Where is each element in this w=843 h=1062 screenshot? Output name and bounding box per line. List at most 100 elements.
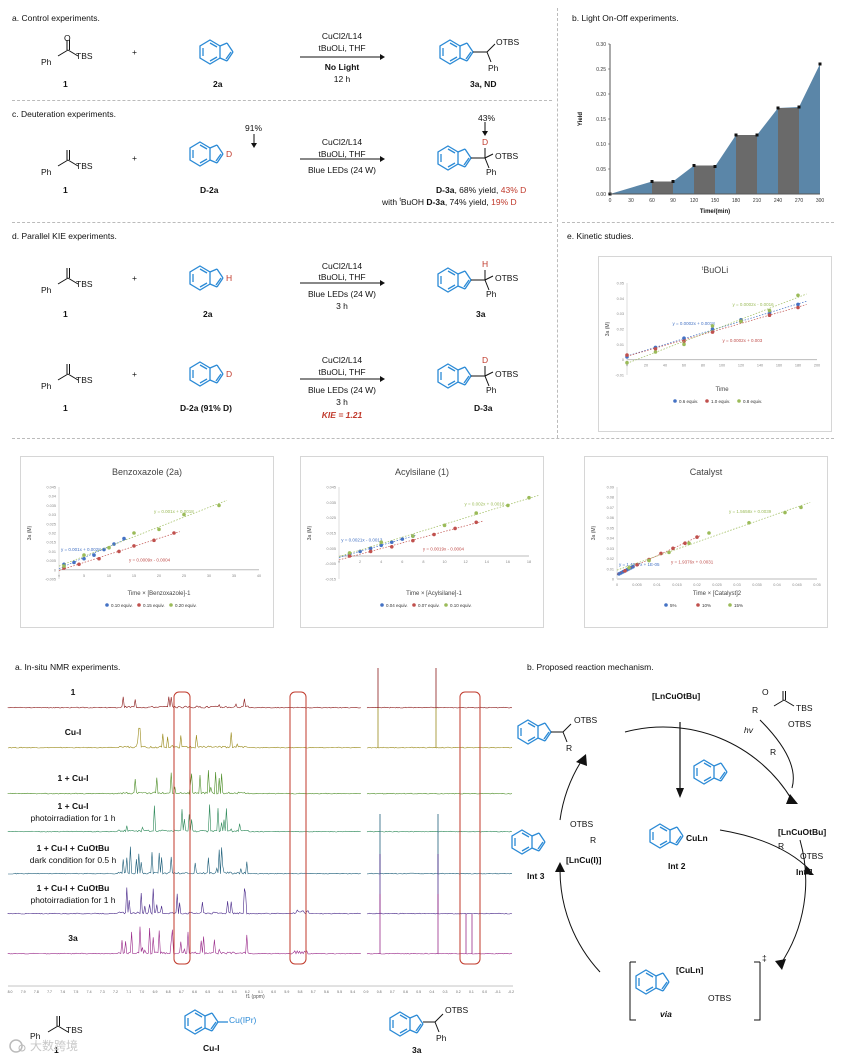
data-point (77, 562, 81, 567)
ph-label: Ph (41, 285, 52, 295)
legend-marker (169, 603, 173, 607)
int2-label: Int 2 (668, 861, 686, 871)
d-atom: D (482, 137, 489, 147)
nmr-trace (7, 926, 513, 955)
legend-label: 15% (734, 603, 743, 608)
y-tick-label: 0.06 (607, 516, 614, 520)
down-arrow-icon (482, 122, 488, 136)
nmr-tick-label: -0.2 (508, 990, 514, 994)
otbs-label: OTBS (788, 719, 812, 729)
data-point (157, 527, 161, 532)
x-tick-label: 12 (464, 560, 468, 564)
legend-marker (137, 603, 141, 607)
nmr-tick-label: 5.4 (350, 990, 355, 994)
h-atom: H (482, 259, 489, 269)
ph-label: Ph (488, 63, 499, 73)
data-point (217, 503, 221, 508)
product-sidechain (473, 43, 496, 63)
data-point (635, 562, 639, 567)
y-tick-label: 0.04 (49, 495, 56, 499)
r-label: R (566, 743, 573, 753)
d-atom: D (226, 369, 233, 379)
y-tick-label: 0.025 (326, 516, 336, 520)
legend-label: 1.0 equiv. (711, 399, 730, 404)
x-tick-label: 40 (663, 364, 667, 368)
legend-label: 5% (670, 603, 677, 608)
product-3a-label: 3a (412, 1045, 422, 1055)
benzoxazole-panel: Benzoxazole (2a) -0.005 0 0.005 0.01 0.015 0.0… (20, 456, 274, 628)
nmr-tick-label: 6.3 (232, 990, 237, 994)
tbs-label: TBS (76, 51, 93, 61)
nmr-tick-label: 5.7 (311, 990, 316, 994)
data-point (713, 165, 717, 168)
data-point (799, 505, 803, 510)
data-point (767, 313, 772, 317)
tbs-label: TBS (66, 1025, 83, 1035)
data-point (631, 564, 635, 569)
otbs-label: OTBS (445, 1005, 469, 1015)
o-label: O (64, 33, 71, 43)
trendline-equation: y = 0.001x + 0.0018 (154, 509, 194, 514)
x-tick-label: 200 (814, 364, 820, 368)
kie-value: KIE = 1.21 (321, 410, 363, 420)
data-point (107, 545, 111, 550)
x-tick-label: 270 (795, 198, 804, 204)
data-point (796, 293, 800, 298)
x-tick-label: 0 (616, 583, 618, 587)
data-point (692, 164, 696, 167)
y-tick-label: 0.30 (596, 42, 606, 48)
cond-line4: 3 h (336, 397, 348, 407)
nmr-tick-label: 6.5 (205, 990, 210, 994)
data-point (411, 534, 415, 538)
nmr-tick-label: 7.3 (100, 990, 105, 994)
data-point (796, 302, 800, 307)
r-label: R (778, 841, 785, 851)
y-tick-label: -0.015 (325, 578, 336, 582)
tbuoli-panel: tBuOLi-0.0100.010.020.030.040.0502040608… (598, 256, 832, 432)
nmr-tick-label: 6.1 (258, 990, 263, 994)
y-tick-label: 0.08 (607, 496, 614, 500)
data-point (442, 523, 447, 528)
nmr-tick-label: 6.8 (166, 990, 171, 994)
section-b-light: b. Light On-Off experiments. (572, 13, 679, 23)
nmr-sublabel: photoirradiation for 1 h (30, 813, 116, 823)
legend-label: 0.20 equiv. (175, 603, 197, 608)
nmr-label: 1 + Cu-I (57, 801, 89, 811)
nmr-tick-label: 6.6 (192, 990, 197, 994)
trendline-equation: y = 0.0002x + 0.0018 (673, 321, 716, 326)
data-point (625, 360, 629, 365)
acylsilane-chart: Acylsilane (1) -0.015 -0.005 0.005 0.015 0.02… (307, 467, 539, 608)
tbs-label: TBS (76, 161, 93, 171)
nmr-tick-label: 7.7 (47, 990, 52, 994)
y-tick-label: 0.03 (607, 547, 614, 551)
x-tick-label: 120 (690, 198, 699, 204)
y-tick-label: 0.05 (617, 282, 624, 286)
y-tick-label: 0.05 (607, 526, 614, 530)
d-atom: D (226, 149, 233, 159)
data-point (776, 106, 780, 110)
legend-marker (705, 399, 709, 403)
ph-label: Ph (30, 1031, 41, 1041)
x-tick-label: 25 (182, 574, 186, 578)
x-tick-label: 150 (711, 198, 720, 204)
cond-line3: No Light (324, 62, 360, 72)
nmr-tick-label: 7.1 (126, 990, 131, 994)
nmr-spectra: 8.0 7.9 7.8 7.7 7.6 7.5 7.4 7.3 7.2 7.1 7.0 6.9 6.8 6… (7, 668, 514, 994)
data-point (623, 569, 627, 573)
nmr-tick-label: 5.5 (337, 990, 342, 994)
cond-line2: tBuOLi, THF (318, 367, 366, 377)
down-arrow-icon (251, 134, 257, 148)
cond-line1: CuCl2/L14 (321, 31, 363, 41)
legend-marker (664, 603, 668, 607)
ph-label: Ph (41, 57, 52, 67)
otbs-label: OTBS (708, 993, 732, 1003)
nmr-tick-label: 6.0 (271, 990, 276, 994)
nmr-label: 3a (68, 933, 78, 943)
nmr-tick-label: 5.6 (324, 990, 329, 994)
data-point (72, 560, 76, 565)
data-point (653, 350, 658, 354)
cond-line4: 12 h (333, 74, 351, 84)
legend-marker (673, 399, 677, 403)
cond-line1: CuCl2/L14 (321, 355, 363, 365)
ph-label: Ph (41, 381, 52, 391)
